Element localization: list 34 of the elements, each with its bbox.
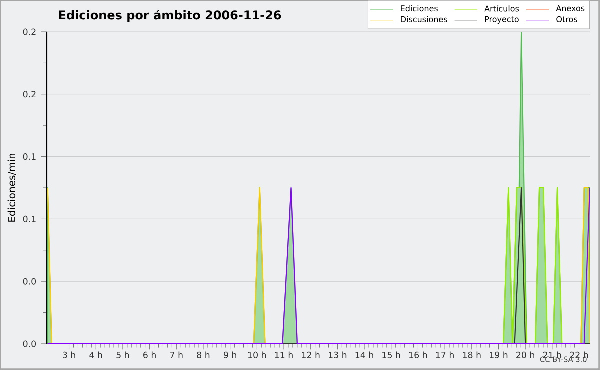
y-tick-label: 0.1 [23,216,36,222]
legend-label: Anexos [556,6,585,12]
x-tick-label: 14 h [356,352,374,358]
x-tick-label: 18 h [463,352,481,358]
y-tick-label: 0.2 [23,28,36,36]
legend-label: Otros [556,16,578,22]
x-tick-label: 15 h [382,352,400,358]
x-tick-label: 9 h [224,352,236,358]
x-tick-label: 13 h [329,352,347,358]
x-tick-label: 7 h [170,352,183,358]
legend-label: Artículos [484,5,520,12]
x-tick-label: 12 h [302,352,320,358]
x-tick-label: 3 h [63,352,76,358]
x-tick-label: 19 h [490,352,508,358]
x-tick-label: 22 h [570,352,588,358]
x-tick-label: 20 h [516,352,534,358]
x-tick-label: 21 h [543,352,562,358]
x-tick-label: 6 h [144,352,156,358]
y-tick-label: 0.0 [23,340,36,348]
legend-label: Ediciones [401,5,438,12]
y-tick-label: 0.1 [23,154,36,160]
y-axis-title: Ediciones/min [8,154,16,222]
y-tick-label: 0.2 [23,91,36,98]
legend-label: Discusiones [401,16,448,22]
y-tick-label: 0.0 [23,278,36,285]
x-tick-label: 4 h [90,352,102,358]
x-tick-label: 10 h [248,352,266,358]
x-tick-label: 5 h [116,352,130,358]
legend-label: Proyecto [485,16,519,24]
x-tick-label: 8 h [197,352,210,358]
x-tick-label: 16 h [410,352,428,358]
chart-title: Ediciones por ámbito 2006-11-26 [59,10,282,22]
x-tick-label: 17 h [436,352,454,358]
x-tick-label: 11 h [275,352,293,358]
